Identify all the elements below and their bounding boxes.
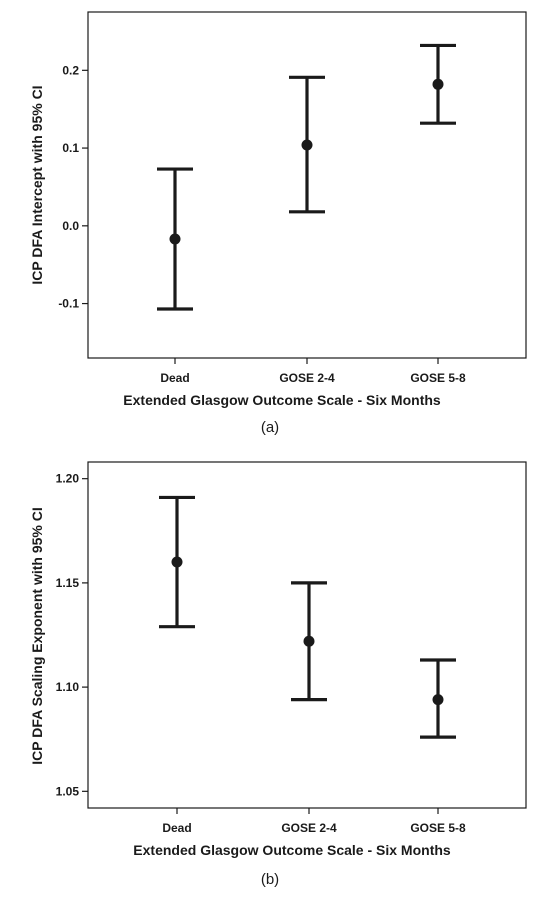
y-tick-label: 1.15 [56,576,80,590]
x-axis-title-b: Extended Glasgow Outcome Scale - Six Mon… [133,842,451,858]
x-tick-label: GOSE 5-8 [410,821,466,835]
x-axis-a: Dead GOSE 2-4 GOSE 5-8 [160,358,466,385]
mean-point [432,694,444,706]
y-tick-label: 0.1 [62,141,79,155]
plot-frame-b [87,461,527,809]
panel-label-b: (b) [261,871,279,888]
mean-point [301,139,313,151]
x-axis-title-a: Extended Glasgow Outcome Scale - Six Mon… [123,392,441,408]
series-b [159,495,456,739]
y-tick-label: -0.1 [58,297,79,311]
x-axis-b: Dead GOSE 2-4 GOSE 5-8 [162,808,466,835]
panel-b: 1.05 1.10 1.15 1.20 Dead GOSE 2-4 GOSE 5-8 Ex… [29,461,527,888]
panel-a: -0.1 0.0 0.1 0.2 Dead GOSE 2-4 GOSE 5-8 Exten… [29,11,527,436]
x-tick-label: GOSE 2-4 [281,821,337,835]
y-axis-a: -0.1 0.0 0.1 0.2 [58,63,88,311]
mean-point [432,78,444,90]
y-axis-title-b: ICP DFA Scaling Exponent with 95% CI [29,507,45,765]
x-tick-label: GOSE 5-8 [410,371,466,385]
y-tick-label: 1.20 [56,472,80,486]
y-axis-b: 1.05 1.10 1.15 1.20 [56,472,88,798]
x-tick-label: Dead [162,821,191,835]
y-tick-label: 1.05 [56,784,80,798]
x-tick-label: Dead [160,371,189,385]
panel-label-a: (a) [261,419,279,436]
y-tick-label: 0.0 [62,219,79,233]
mean-point [169,233,181,245]
y-tick-label: 0.2 [62,63,79,77]
y-tick-label: 1.10 [56,680,80,694]
series-a [157,43,456,311]
y-axis-title-a: ICP DFA Intercept with 95% CI [29,85,45,284]
mean-point [303,635,315,647]
mean-point [171,556,183,568]
x-tick-label: GOSE 2-4 [279,371,335,385]
